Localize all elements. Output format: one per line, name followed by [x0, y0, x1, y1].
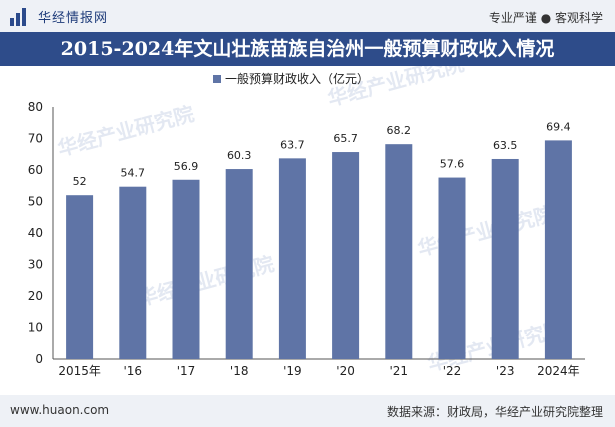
bar [66, 195, 94, 359]
legend-swatch [213, 75, 221, 83]
watermark-text: 华经产业研究院 [55, 101, 196, 160]
y-tick-label: 50 [28, 195, 43, 209]
x-tick-label: '17 [177, 364, 196, 378]
watermark-text: 华经产业研究院 [135, 251, 276, 310]
bar [332, 152, 360, 359]
y-tick-label: 30 [28, 258, 43, 272]
x-tick-label: 2024年 [537, 364, 580, 378]
x-tick-label: '18 [230, 364, 249, 378]
tagline: 专业严谨 ● 客观科学 [488, 11, 603, 25]
top-bar: 华经情报网 专业严谨 ● 客观科学 [0, 0, 615, 32]
data-label: 69.4 [546, 120, 571, 133]
bar [119, 186, 147, 359]
x-tick-label: '22 [443, 364, 462, 378]
x-tick-label: '16 [124, 364, 143, 378]
x-tick-label: '19 [283, 364, 302, 378]
x-tick-label: '21 [390, 364, 409, 378]
bar [438, 177, 466, 359]
data-label: 65.7 [333, 132, 358, 145]
data-label: 68.2 [387, 124, 412, 137]
bar [172, 179, 200, 359]
y-tick-label: 10 [28, 321, 43, 335]
bar [544, 140, 572, 359]
chart-title: 2015-2024年文山壮族苗族自治州一般预算财政收入情况 [60, 38, 555, 60]
data-label: 63.7 [280, 138, 305, 151]
y-tick-label: 80 [28, 100, 43, 114]
legend-label: 一般预算财政收入（亿元） [225, 71, 369, 86]
x-tick-label: 2015年 [58, 364, 101, 378]
data-label: 52 [73, 175, 87, 188]
title-bar: 2015-2024年文山壮族苗族自治州一般预算财政收入情况 [0, 32, 615, 66]
x-tick-label: '20 [336, 364, 355, 378]
data-label: 60.3 [227, 149, 252, 162]
data-label: 63.5 [493, 139, 518, 152]
bar [491, 158, 519, 359]
bar [385, 144, 413, 359]
y-tick-label: 40 [28, 226, 43, 240]
bar-chart-logo-icon [10, 7, 32, 26]
brand-name: 华经情报网 [38, 11, 109, 26]
y-tick-label: 60 [28, 163, 43, 177]
watermark-text: 华经产业研究院 [415, 201, 556, 260]
brand-logo[interactable]: 华经情报网 [10, 7, 108, 26]
y-tick-label: 0 [35, 352, 43, 366]
website-link[interactable]: www.huaon.com [10, 403, 110, 417]
bar [225, 169, 253, 359]
bar-chart: 华经产业研究院华经产业研究院华经产业研究院华经产业研究院华经产业研究院一般预算财… [28, 66, 585, 378]
bar [278, 158, 306, 359]
y-tick-label: 70 [28, 132, 43, 146]
x-tick-label: '23 [496, 364, 515, 378]
data-label: 57.6 [440, 158, 465, 171]
footer-bar: www.huaon.com 数据来源：财政局，华经产业研究院整理 [0, 395, 615, 427]
data-label: 54.7 [121, 167, 146, 180]
data-source: 数据来源：财政局，华经产业研究院整理 [386, 405, 603, 419]
y-tick-label: 20 [28, 289, 43, 303]
data-label: 56.9 [174, 160, 199, 173]
